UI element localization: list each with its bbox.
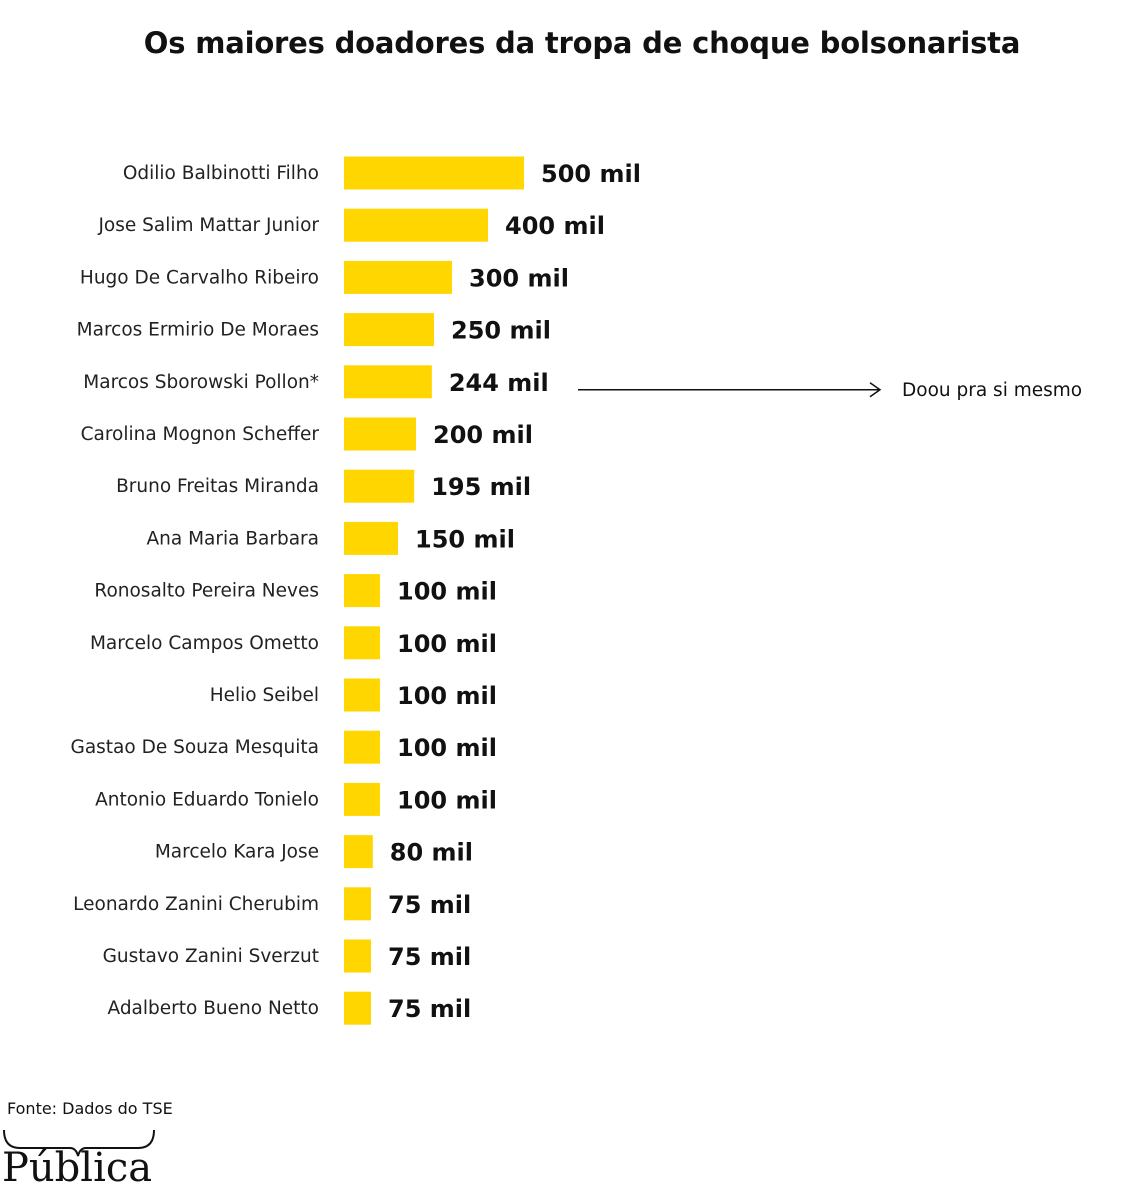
bar (344, 208, 488, 242)
value-label: 100 mil (397, 682, 497, 710)
bar (344, 835, 373, 869)
bar (344, 730, 380, 764)
bar (344, 260, 452, 294)
value-label: 400 mil (505, 212, 605, 240)
value-label: 150 mil (415, 525, 515, 553)
bar (344, 991, 371, 1025)
value-label: 80 mil (390, 839, 473, 867)
bar-chart: Odilio Balbinotti Filho 500 mil Jose Salim… (70, 156, 1082, 1025)
bar (344, 521, 398, 555)
category-label: Leonardo Zanini Cherubim (73, 894, 319, 915)
category-label: Jose Salim Mattar Junior (97, 215, 319, 236)
bar (344, 313, 434, 347)
bar (344, 939, 371, 973)
category-label: Marcos Sborowski Pollon* (83, 372, 319, 393)
category-label: Gastao De Souza Mesquita (70, 737, 319, 758)
value-label: 100 mil (397, 786, 497, 814)
value-label: 195 mil (431, 473, 531, 501)
category-label: Hugo De Carvalho Ribeiro (80, 267, 319, 288)
category-label: Helio Seibel (210, 685, 319, 706)
category-label: Ana Maria Barbara (146, 528, 319, 549)
value-label: 100 mil (397, 630, 497, 658)
bar (344, 626, 380, 660)
bar (344, 887, 371, 921)
chart-title: Os maiores doadores da tropa de choque b… (143, 26, 1021, 60)
value-label: 75 mil (388, 891, 471, 919)
category-label: Bruno Freitas Miranda (116, 476, 319, 497)
value-label: 100 mil (397, 578, 497, 606)
publica-logo: Pública (2, 1145, 153, 1191)
category-label: Carolina Mognon Scheffer (81, 424, 320, 445)
value-label: 250 mil (451, 317, 551, 345)
source-note: Fonte: Dados do TSE (7, 1099, 173, 1118)
category-label: Adalberto Bueno Netto (107, 998, 319, 1019)
value-label: 75 mil (388, 943, 471, 971)
value-label: 300 mil (469, 264, 569, 292)
bar (344, 469, 415, 503)
value-label: 75 mil (388, 995, 471, 1023)
category-label: Ronosalto Pereira Neves (94, 581, 319, 602)
category-label: Marcelo Campos Ometto (90, 633, 319, 654)
category-label: Odilio Balbinotti Filho (123, 163, 319, 184)
value-label: 244 mil (449, 369, 549, 397)
bar (344, 678, 380, 712)
bar (344, 782, 380, 816)
category-label: Antonio Eduardo Tonielo (95, 789, 319, 810)
annotation-text: Doou pra si mesmo (902, 380, 1082, 401)
bar (344, 156, 524, 190)
category-label: Marcelo Kara Jose (155, 842, 319, 863)
publica-logo-bracket-icon (3, 1129, 155, 1157)
bar (344, 365, 432, 399)
arrow-head-icon (869, 382, 882, 398)
value-label: 200 mil (433, 421, 533, 449)
bar (344, 574, 380, 608)
bar (344, 417, 416, 451)
category-label: Marcos Ermirio De Moraes (77, 320, 319, 341)
value-label: 500 mil (541, 160, 641, 188)
value-label: 100 mil (397, 734, 497, 762)
category-label: Gustavo Zanini Sverzut (103, 946, 319, 967)
